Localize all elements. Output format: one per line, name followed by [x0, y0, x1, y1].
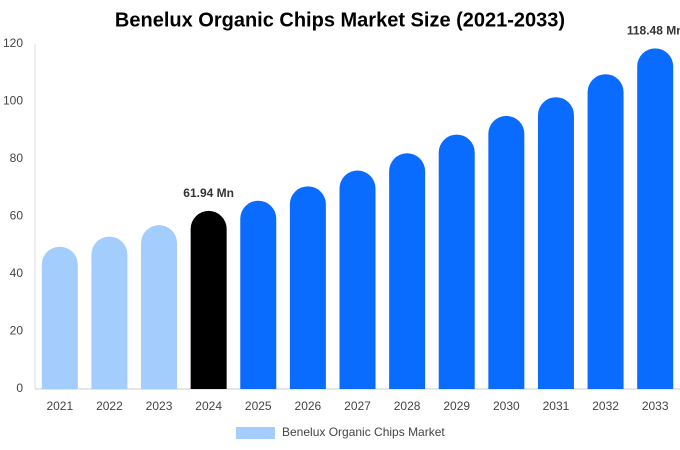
bar [438, 134, 475, 389]
value-label: 118.48 Mn [627, 24, 680, 38]
x-tick-label: 2022 [96, 399, 123, 413]
bar [91, 236, 128, 389]
x-tick-label: 2027 [344, 399, 371, 413]
bar [141, 225, 178, 389]
bar [41, 246, 78, 389]
x-tick-label: 2029 [443, 399, 470, 413]
chart-title: Benelux Organic Chips Market Size (2021-… [115, 9, 565, 31]
legend-swatch [236, 427, 275, 439]
x-tick-label: 2032 [592, 399, 619, 413]
legend-label: Benelux Organic Chips Market [282, 425, 445, 439]
bar [190, 210, 227, 389]
bar [339, 170, 376, 389]
value-label: 61.94 Mn [183, 186, 234, 200]
x-tick-label: 2025 [245, 399, 272, 413]
bar [488, 115, 525, 390]
x-tick-label: 2033 [642, 399, 669, 413]
x-tick-label: 2021 [46, 399, 73, 413]
y-tick-label: 100 [3, 94, 23, 108]
bar [289, 186, 326, 389]
bar [637, 48, 674, 390]
x-tick-label: 2028 [394, 399, 421, 413]
y-tick-label: 120 [3, 36, 23, 50]
x-tick-label: 2024 [195, 399, 222, 413]
y-tick-label: 40 [10, 266, 24, 280]
y-tick-label: 80 [10, 151, 24, 165]
x-tick-label: 2026 [295, 399, 322, 413]
x-tick-label: 2030 [493, 399, 520, 413]
bar [240, 200, 277, 389]
y-tick-label: 60 [10, 209, 24, 223]
bar [389, 153, 426, 389]
y-tick-label: 0 [16, 381, 23, 395]
bar [587, 74, 624, 389]
bar [537, 97, 574, 390]
y-tick-label: 20 [10, 324, 24, 338]
x-tick-label: 2023 [146, 399, 173, 413]
x-tick-label: 2031 [543, 399, 570, 413]
